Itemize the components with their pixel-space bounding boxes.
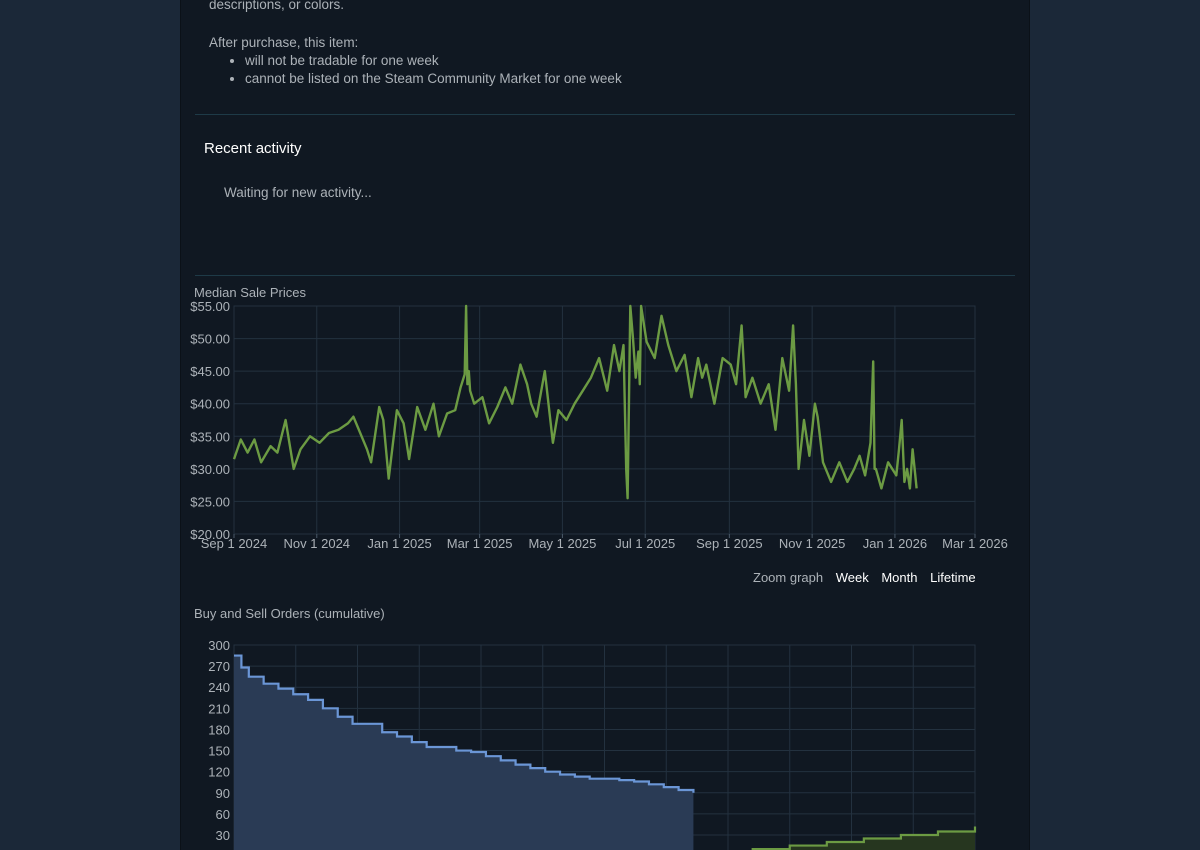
- y-tick-label: $20.00: [190, 527, 230, 542]
- recent-activity-title: Recent activity: [204, 140, 302, 157]
- y-tick-label: 30: [216, 828, 230, 843]
- x-tick-label: Sep 1 2024: [201, 536, 268, 551]
- x-tick-label: Nov 1 2025: [779, 536, 846, 551]
- buy-orders-line: [234, 654, 695, 793]
- y-tick-label: $25.00: [190, 494, 230, 509]
- y-tick-label: $35.00: [190, 429, 230, 444]
- sell-orders-line: [751, 826, 977, 850]
- recent-activity-status: Waiting for new activity...: [224, 185, 372, 200]
- restriction-item: cannot be listed on the Steam Community …: [245, 70, 622, 88]
- median-sale-prices-chart[interactable]: $20.00 $25.00 $30.00 $35.00 $40.00 $45.00 $50.…: [181, 298, 1029, 558]
- section-divider: [195, 275, 1015, 276]
- buy-sell-orders-chart[interactable]: 30 60 90 120 150 180 210 240 270 300: [181, 635, 1029, 850]
- y-tick-label: $50.00: [190, 332, 230, 347]
- x-tick-label: Jul 1 2025: [615, 536, 675, 551]
- zoom-label: Zoom graph: [753, 570, 824, 585]
- y-tick-label: 150: [208, 744, 230, 759]
- item-detail-panel: descriptions, or colors. After purchase,…: [180, 0, 1030, 850]
- y-tick-label: 180: [208, 722, 230, 737]
- zoom-week-link[interactable]: Week: [835, 570, 869, 585]
- median-sale-prices-title: Median Sale Prices: [194, 285, 306, 300]
- x-tick-label: Jan 1 2026: [863, 536, 927, 551]
- y-tick-label: 120: [208, 765, 230, 780]
- y-tick-label: 240: [208, 680, 230, 695]
- section-divider: [195, 114, 1015, 115]
- y-tick-label: $40.00: [190, 397, 230, 412]
- sell-orders-area: [752, 826, 975, 850]
- zoom-month-link[interactable]: Month: [881, 570, 918, 585]
- buy-orders-area: [234, 655, 694, 850]
- x-tick-label: Mar 1 2025: [447, 536, 513, 551]
- y-tick-label: 270: [208, 659, 230, 674]
- y-tick-label: 210: [208, 701, 230, 716]
- y-tick-label: 60: [216, 807, 230, 822]
- x-tick-label: May 1 2025: [528, 536, 596, 551]
- plot-area: [233, 305, 976, 535]
- description-tail: descriptions, or colors.: [209, 0, 345, 12]
- restrictions-list: will not be tradable for one week cannot…: [227, 52, 622, 88]
- x-tick-label: Mar 1 2026: [942, 536, 1008, 551]
- y-tick-label: $45.00: [190, 364, 230, 379]
- x-tick-label: Sep 1 2025: [696, 536, 763, 551]
- price-line-series: [232, 304, 918, 500]
- x-tick-label: Jan 1 2025: [367, 536, 431, 551]
- x-tick-label: Nov 1 2024: [284, 536, 351, 551]
- y-tick-label: 300: [208, 638, 230, 653]
- y-tick-label: 90: [216, 786, 230, 801]
- y-tick-label: $55.00: [190, 299, 230, 314]
- orders-chart-title: Buy and Sell Orders (cumulative): [194, 606, 385, 621]
- restriction-item: will not be tradable for one week: [245, 52, 622, 70]
- y-tick-label: $30.00: [190, 462, 230, 477]
- zoom-controls: Zoom graph Week Month Lifetime: [753, 570, 976, 585]
- after-purchase-label: After purchase, this item:: [209, 35, 359, 50]
- zoom-lifetime-link[interactable]: Lifetime: [930, 570, 976, 585]
